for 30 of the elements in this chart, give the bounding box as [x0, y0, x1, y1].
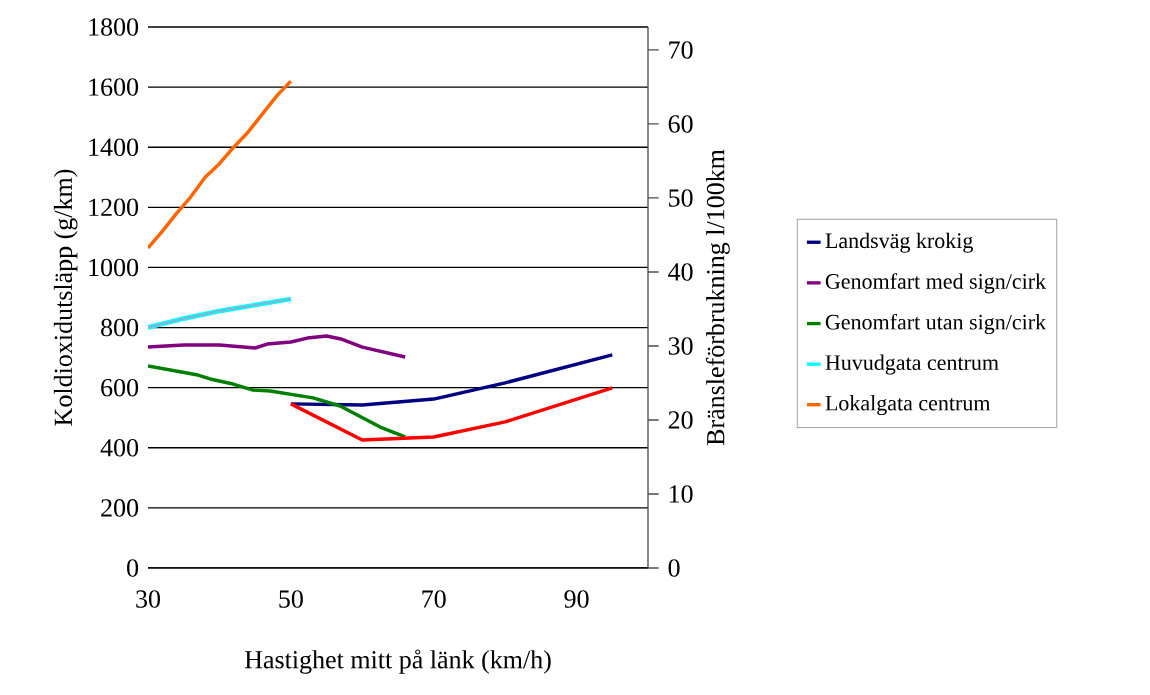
y-tick-label: 1000 — [89, 258, 139, 277]
x-tick-label: 70 — [422, 590, 446, 608]
y-tick-label: 800 — [101, 318, 139, 337]
y-tick-label: 200 — [101, 499, 139, 517]
y2-tick-label: 70 — [669, 41, 693, 59]
legend-label: Genomfart utan sign/cirk — [825, 313, 1047, 335]
y2-tick-label: 10 — [669, 485, 693, 503]
y-tick-label: 1400 — [89, 138, 139, 156]
y2-tick-label: 40 — [668, 263, 693, 281]
legend-label: Genomfart med sign/cirk — [825, 273, 1047, 294]
legend-label: Huvudgata centrum — [825, 354, 999, 375]
legend-label: Landsväg krokig — [825, 232, 973, 253]
y-tick-label: 0 — [127, 559, 139, 577]
y-tick-label: 1800 — [89, 18, 139, 36]
y2-axis-title: Bränsleförbrukning l/100km — [705, 149, 730, 446]
y2-tick-label: 50 — [669, 189, 693, 207]
y2-tick-label: 60 — [668, 115, 693, 133]
y-tick-label: 600 — [101, 378, 139, 397]
y-tick-label: 1600 — [89, 78, 139, 96]
y-tick-label: 1200 — [89, 198, 139, 217]
x-tick-label: 50 — [279, 590, 303, 608]
y2-tick-label: 0 — [668, 559, 680, 577]
y2-tick-label: 30 — [668, 337, 693, 355]
legend-label: Lokalgata centrum — [825, 395, 991, 416]
y-tick-label: 400 — [100, 438, 139, 457]
y2-tick-label: 20 — [668, 411, 693, 429]
x-axis-title: Hastighet mitt på länk (km/h) — [244, 649, 551, 674]
x-tick-label: 30 — [136, 590, 161, 608]
y-axis-title: Koldioxidutsläpp (g/km) — [53, 169, 78, 426]
x-tick-label: 90 — [564, 590, 589, 608]
